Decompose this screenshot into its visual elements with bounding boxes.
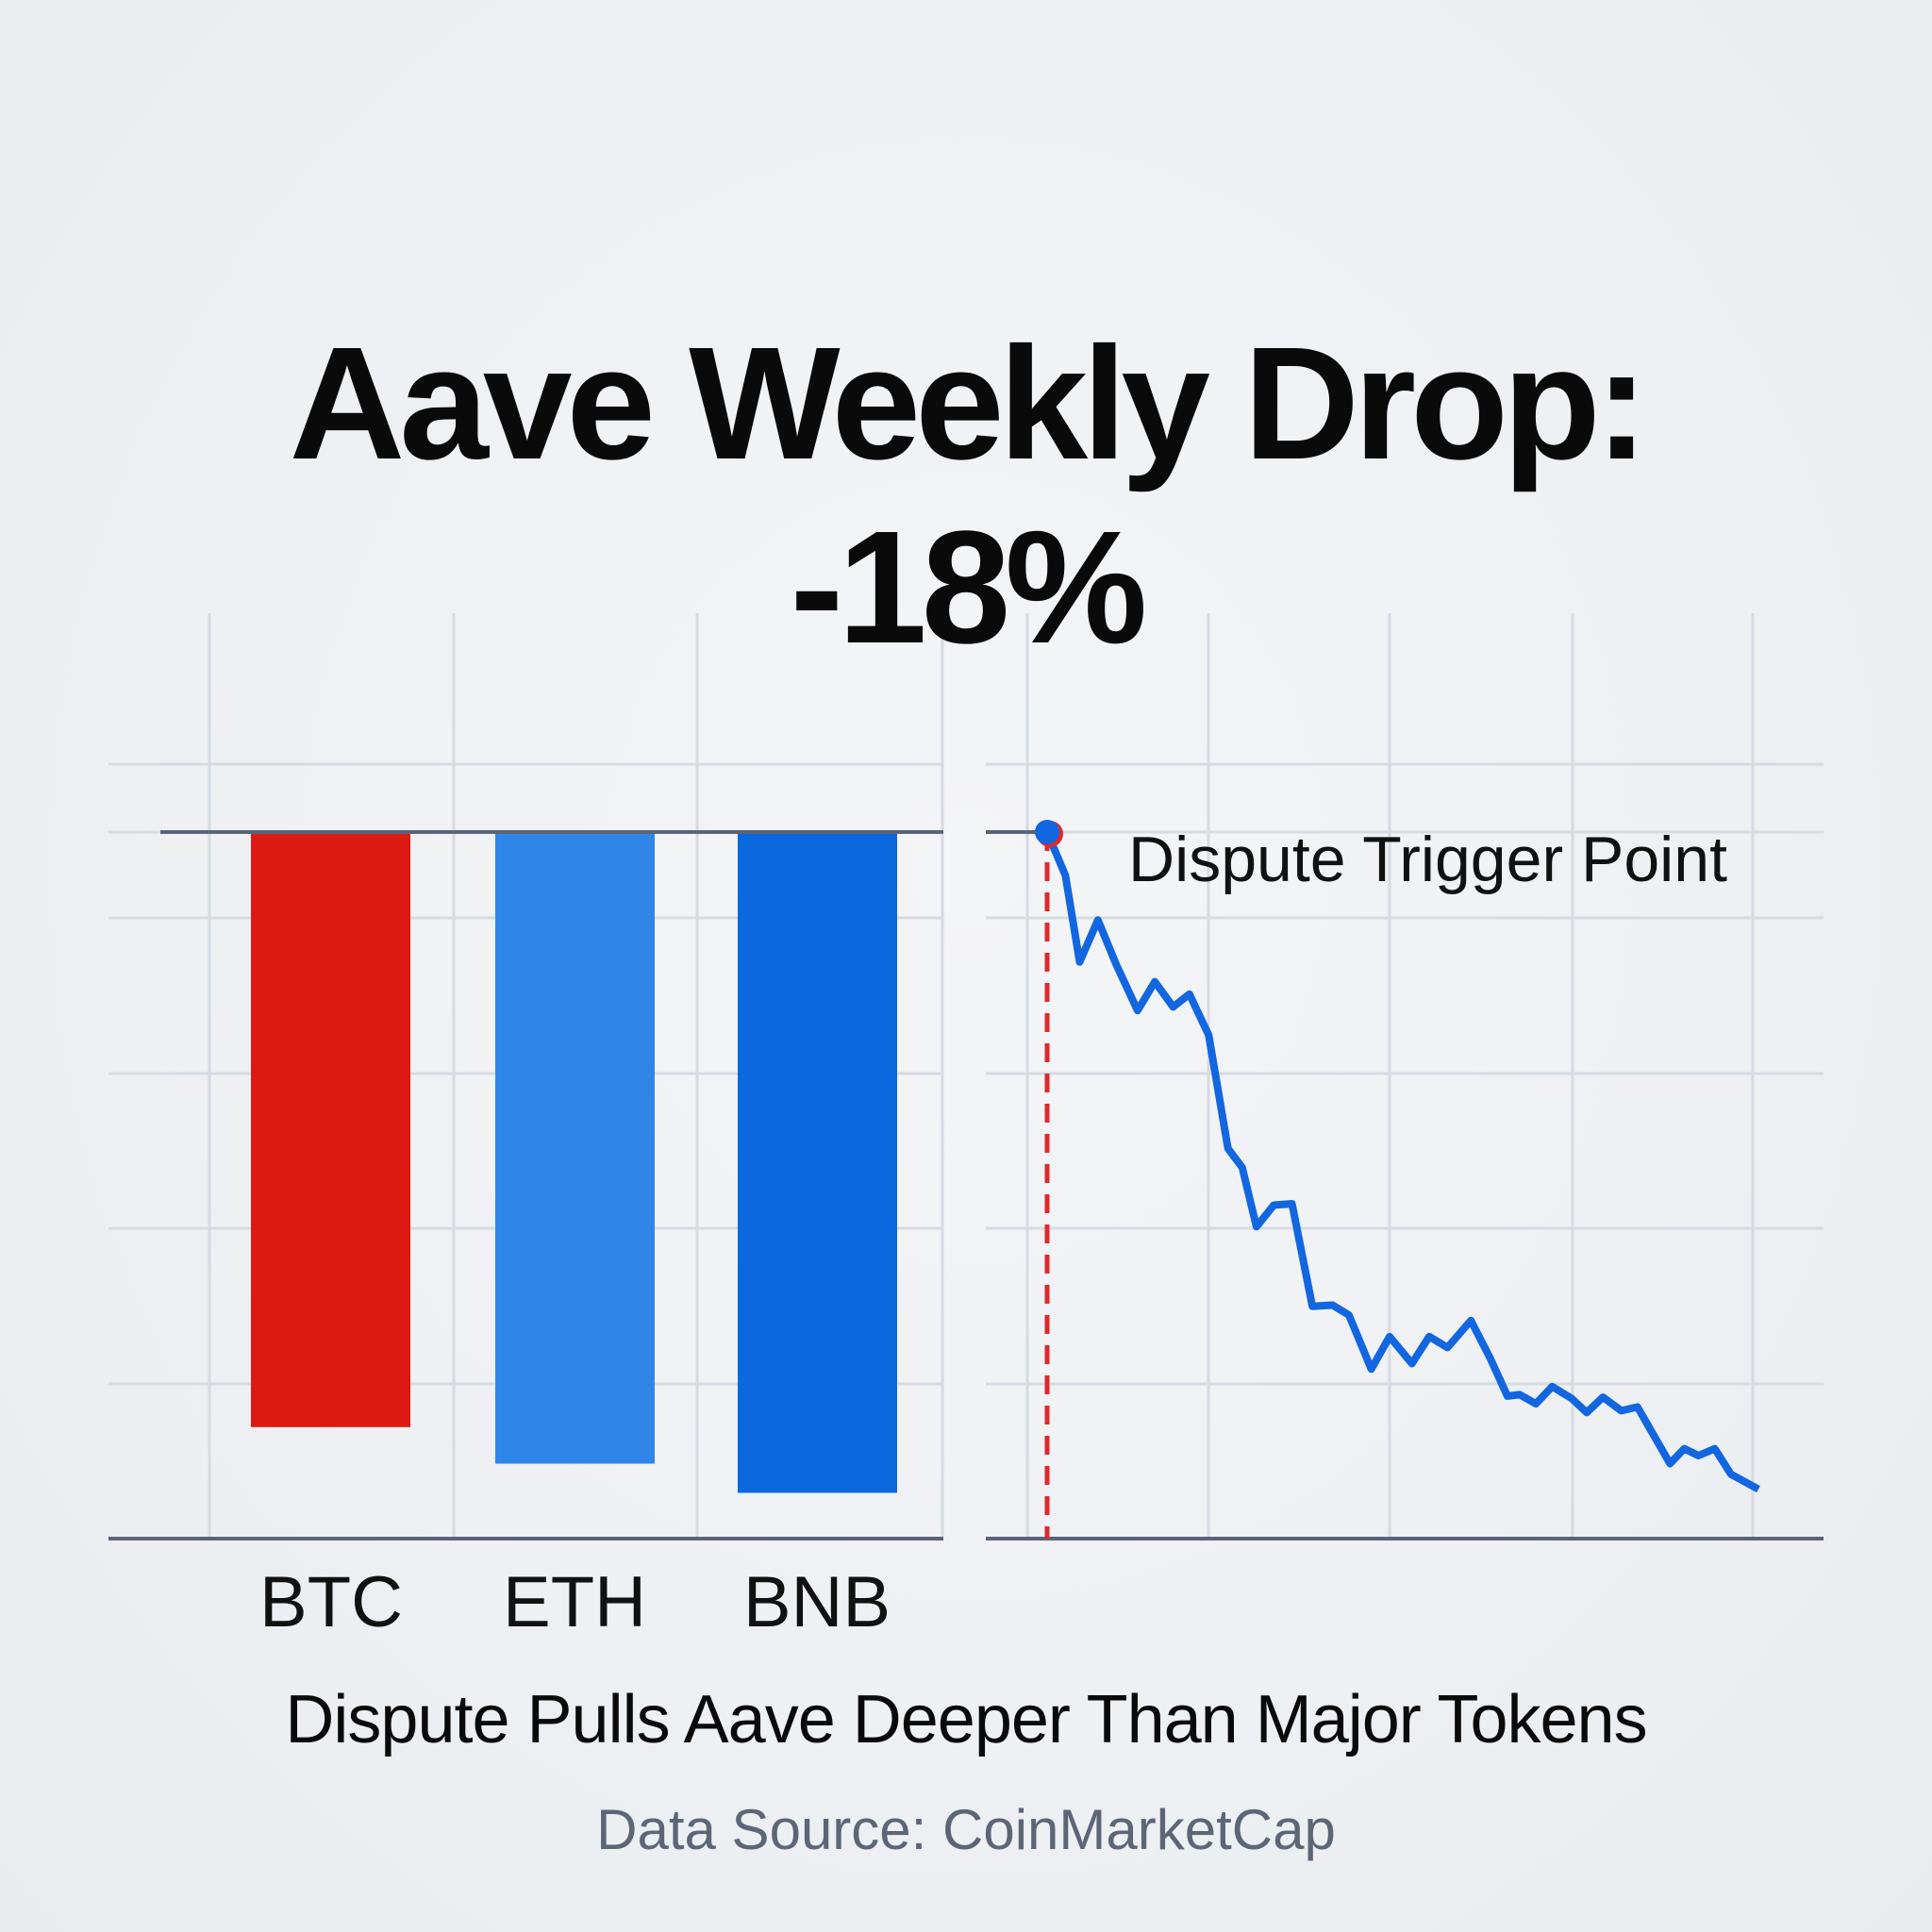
price-line — [1043, 830, 1760, 1493]
trigger-point — [1035, 820, 1059, 844]
chart-subtitle: Dispute Pulls Aave Deeper Than Major Tok… — [285, 1682, 1647, 1757]
axes — [108, 830, 1824, 1541]
bar-bnb — [738, 832, 897, 1493]
data-source: Data Source: CoinMarketCap — [596, 1798, 1336, 1861]
chart-title-line1: Aave Weekly Drop: — [289, 314, 1649, 493]
bar-eth — [495, 832, 655, 1464]
chart-title-line2: -18% — [790, 498, 1148, 677]
annotation-dispute-trigger: Dispute Trigger Point — [1128, 824, 1727, 895]
line-series — [1035, 820, 1760, 1539]
tick-label-bnb: BNB — [742, 1562, 891, 1642]
bar-series — [251, 832, 897, 1493]
bar-btc — [251, 832, 410, 1427]
grid-lines — [108, 613, 1824, 1539]
tick-label-eth: ETH — [503, 1562, 646, 1642]
tick-label-btc: BTC — [259, 1562, 403, 1642]
